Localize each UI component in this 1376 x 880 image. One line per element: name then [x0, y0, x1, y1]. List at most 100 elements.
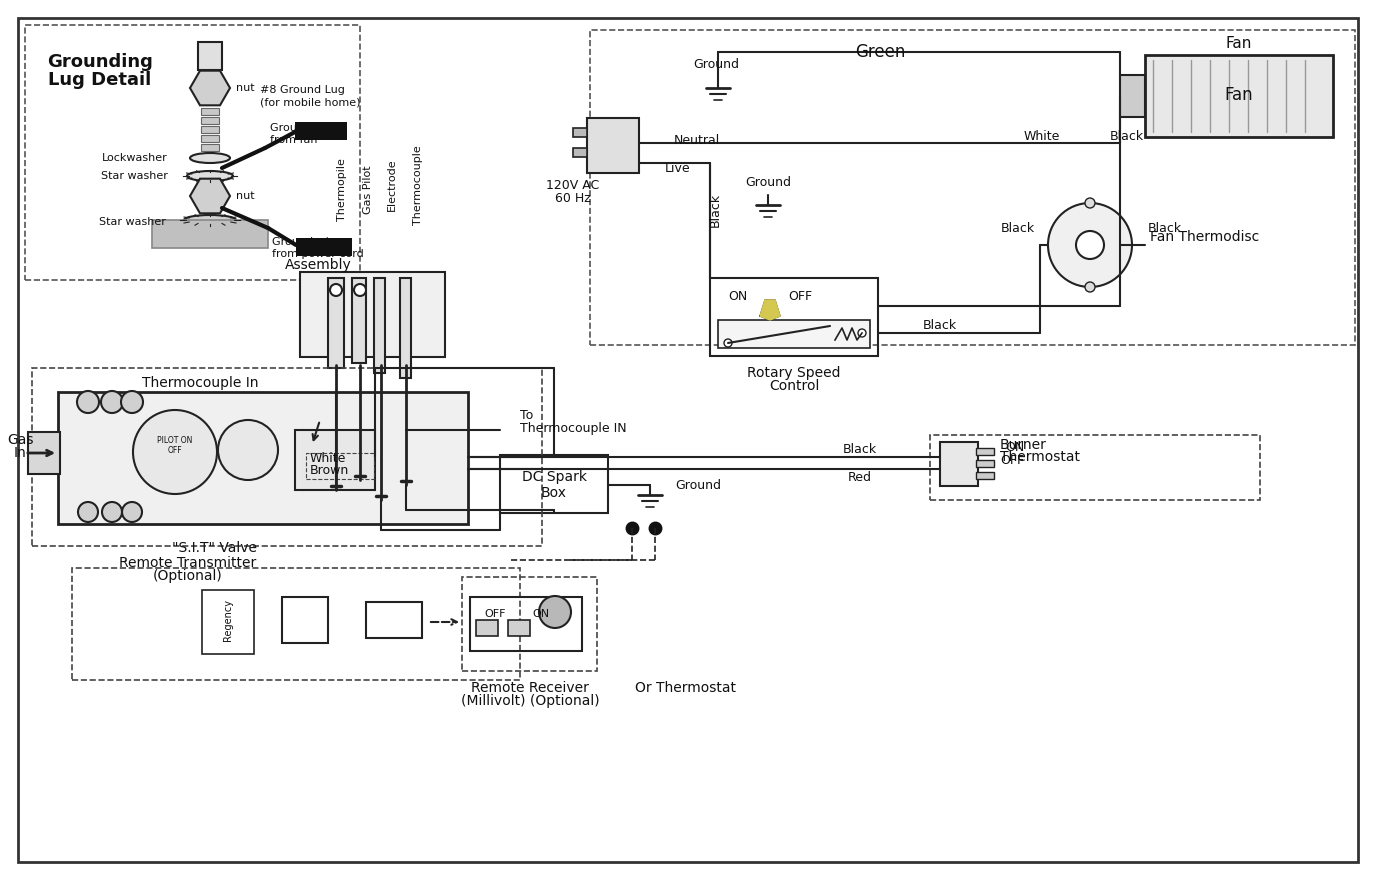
Text: from fan: from fan: [270, 135, 318, 145]
Circle shape: [217, 420, 278, 480]
Circle shape: [1086, 198, 1095, 208]
Text: PILOT ON: PILOT ON: [157, 436, 193, 444]
Text: "S.I.T" Valve: "S.I.T" Valve: [172, 541, 257, 555]
Text: (Optional): (Optional): [153, 569, 223, 583]
Circle shape: [133, 410, 217, 494]
Bar: [201, 117, 219, 124]
Text: ON: ON: [533, 609, 549, 619]
Circle shape: [1086, 282, 1095, 292]
Text: DC Spark: DC Spark: [522, 470, 586, 484]
Bar: [1120, 75, 1145, 117]
Ellipse shape: [184, 215, 237, 225]
Text: Gas Pilot: Gas Pilot: [363, 165, 373, 215]
Circle shape: [77, 391, 99, 413]
Circle shape: [354, 284, 366, 296]
Text: Grounding: Grounding: [47, 53, 153, 71]
Bar: [296, 238, 352, 256]
Text: nut: nut: [237, 191, 255, 201]
Text: Thermocouple: Thermocouple: [413, 145, 422, 225]
Bar: [201, 108, 219, 115]
Text: Lockwasher: Lockwasher: [102, 153, 168, 163]
Text: Fan: Fan: [1225, 86, 1254, 104]
Bar: [202, 590, 255, 654]
Text: from power cord: from power cord: [272, 249, 363, 259]
Text: Star washer: Star washer: [99, 217, 166, 227]
Circle shape: [859, 329, 866, 337]
Text: nut: nut: [237, 83, 255, 93]
Text: Lug Detail: Lug Detail: [48, 71, 151, 89]
Bar: [366, 602, 422, 638]
Text: Assembly: Assembly: [285, 258, 351, 272]
Text: ON: ON: [728, 290, 747, 303]
Bar: [976, 472, 993, 479]
Bar: [508, 620, 530, 636]
Text: Ground: Ground: [694, 57, 739, 70]
Circle shape: [539, 596, 571, 628]
Text: Ground: Ground: [744, 175, 791, 188]
Text: To: To: [520, 408, 534, 422]
Text: Black: Black: [843, 443, 877, 456]
Circle shape: [102, 502, 122, 522]
Text: OFF: OFF: [484, 609, 505, 619]
Text: Remote Transmitter: Remote Transmitter: [120, 556, 257, 570]
Text: Brown: Brown: [310, 464, 350, 476]
Circle shape: [330, 284, 343, 296]
Text: Fan Thermodisc: Fan Thermodisc: [1150, 230, 1259, 244]
Bar: [588, 118, 638, 173]
Bar: [201, 126, 219, 133]
Text: OFF: OFF: [1000, 453, 1024, 466]
Bar: [940, 442, 978, 486]
Bar: [352, 278, 366, 363]
Text: Thermocouple IN: Thermocouple IN: [520, 422, 626, 435]
Text: (for mobile home): (for mobile home): [260, 97, 361, 107]
Bar: [499, 455, 608, 513]
Bar: [151, 220, 268, 248]
Text: 60 Hz: 60 Hz: [555, 192, 590, 204]
Text: Thermocouple In: Thermocouple In: [142, 376, 259, 390]
Text: Rotary Speed: Rotary Speed: [747, 366, 841, 380]
Bar: [590, 30, 1355, 345]
Text: OFF: OFF: [788, 290, 812, 303]
Text: Electrode: Electrode: [387, 158, 398, 211]
Bar: [476, 620, 498, 636]
Text: White: White: [310, 451, 347, 465]
Bar: [28, 432, 61, 474]
Bar: [572, 128, 588, 137]
Bar: [976, 460, 993, 467]
Circle shape: [1076, 231, 1104, 259]
Bar: [976, 448, 993, 455]
Text: Burner: Burner: [1000, 438, 1047, 452]
Bar: [1145, 55, 1333, 137]
Ellipse shape: [187, 171, 233, 181]
Text: Ground wire: Ground wire: [270, 123, 338, 133]
Circle shape: [122, 502, 142, 522]
Text: Live: Live: [665, 162, 691, 174]
Text: Remote Receiver: Remote Receiver: [471, 681, 589, 695]
Bar: [572, 148, 588, 157]
Text: In: In: [14, 446, 26, 460]
Text: Or Thermostat: Or Thermostat: [634, 681, 736, 695]
Bar: [305, 453, 374, 479]
Bar: [400, 278, 411, 378]
Text: (Millivolt) (Optional): (Millivolt) (Optional): [461, 694, 600, 708]
Text: Black: Black: [1148, 222, 1182, 234]
Circle shape: [724, 339, 732, 347]
Text: ON: ON: [1004, 441, 1024, 453]
Text: Thermostat: Thermostat: [1000, 450, 1080, 464]
Bar: [25, 25, 361, 280]
Text: Fan: Fan: [1226, 35, 1252, 50]
Bar: [32, 368, 542, 546]
Text: Green: Green: [854, 43, 905, 61]
Circle shape: [121, 391, 143, 413]
Bar: [374, 278, 385, 373]
Text: 120V AC: 120V AC: [546, 179, 600, 192]
Polygon shape: [760, 300, 780, 320]
Text: White: White: [1024, 129, 1060, 143]
Text: Gas: Gas: [7, 433, 33, 447]
Text: Ground wire: Ground wire: [272, 237, 340, 247]
Text: Neutral: Neutral: [674, 134, 720, 146]
Bar: [282, 597, 327, 643]
Bar: [327, 278, 344, 368]
Bar: [72, 568, 520, 680]
Text: Control: Control: [769, 379, 819, 393]
